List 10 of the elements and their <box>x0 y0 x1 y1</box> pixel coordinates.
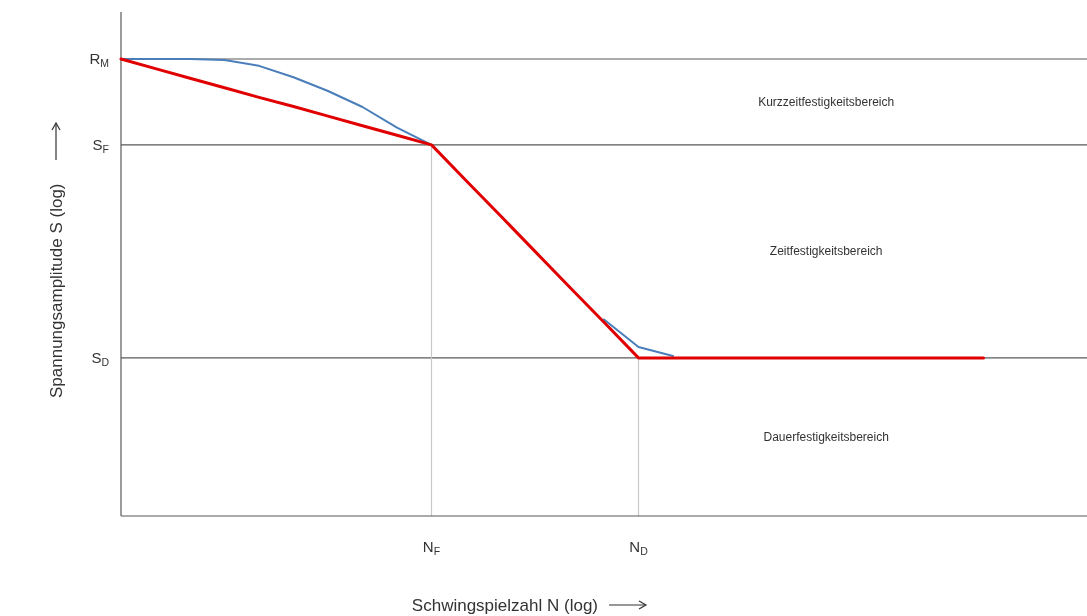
x-tick-label: N$_{F}$ <box>422 538 441 558</box>
x-axis-title: Schwingspielzahl N (log) <box>411 596 598 615</box>
ref-line-label: R$_{M}$ <box>89 50 109 70</box>
x-tick-label: N$_{D}$ <box>629 538 649 558</box>
y-axis-title: Spannungsamplitude S (log) <box>47 183 66 398</box>
annotation: Kurzzeitfestigkeitsbereich <box>758 94 895 109</box>
annotation: Zeitfestigkeitsbereich <box>769 244 883 259</box>
ref-line-label: S$_{F}$ <box>92 135 109 156</box>
annotation: Dauerfestigkeitsbereich <box>763 429 889 444</box>
ref-line-label: S$_{D}$ <box>91 348 110 369</box>
